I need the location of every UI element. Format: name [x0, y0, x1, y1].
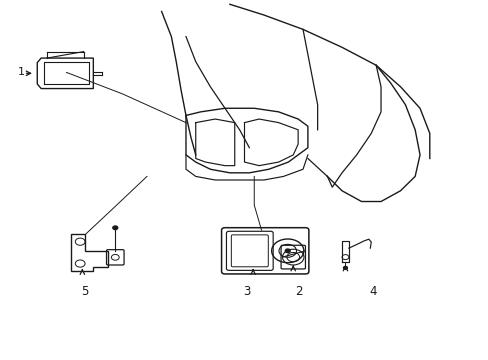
- Circle shape: [285, 249, 289, 253]
- Text: 2: 2: [295, 285, 302, 298]
- Text: 5: 5: [81, 285, 88, 298]
- Circle shape: [113, 226, 118, 230]
- Text: 1: 1: [18, 67, 24, 77]
- Text: 3: 3: [243, 285, 250, 298]
- Text: 4: 4: [369, 285, 376, 298]
- Circle shape: [343, 266, 346, 269]
